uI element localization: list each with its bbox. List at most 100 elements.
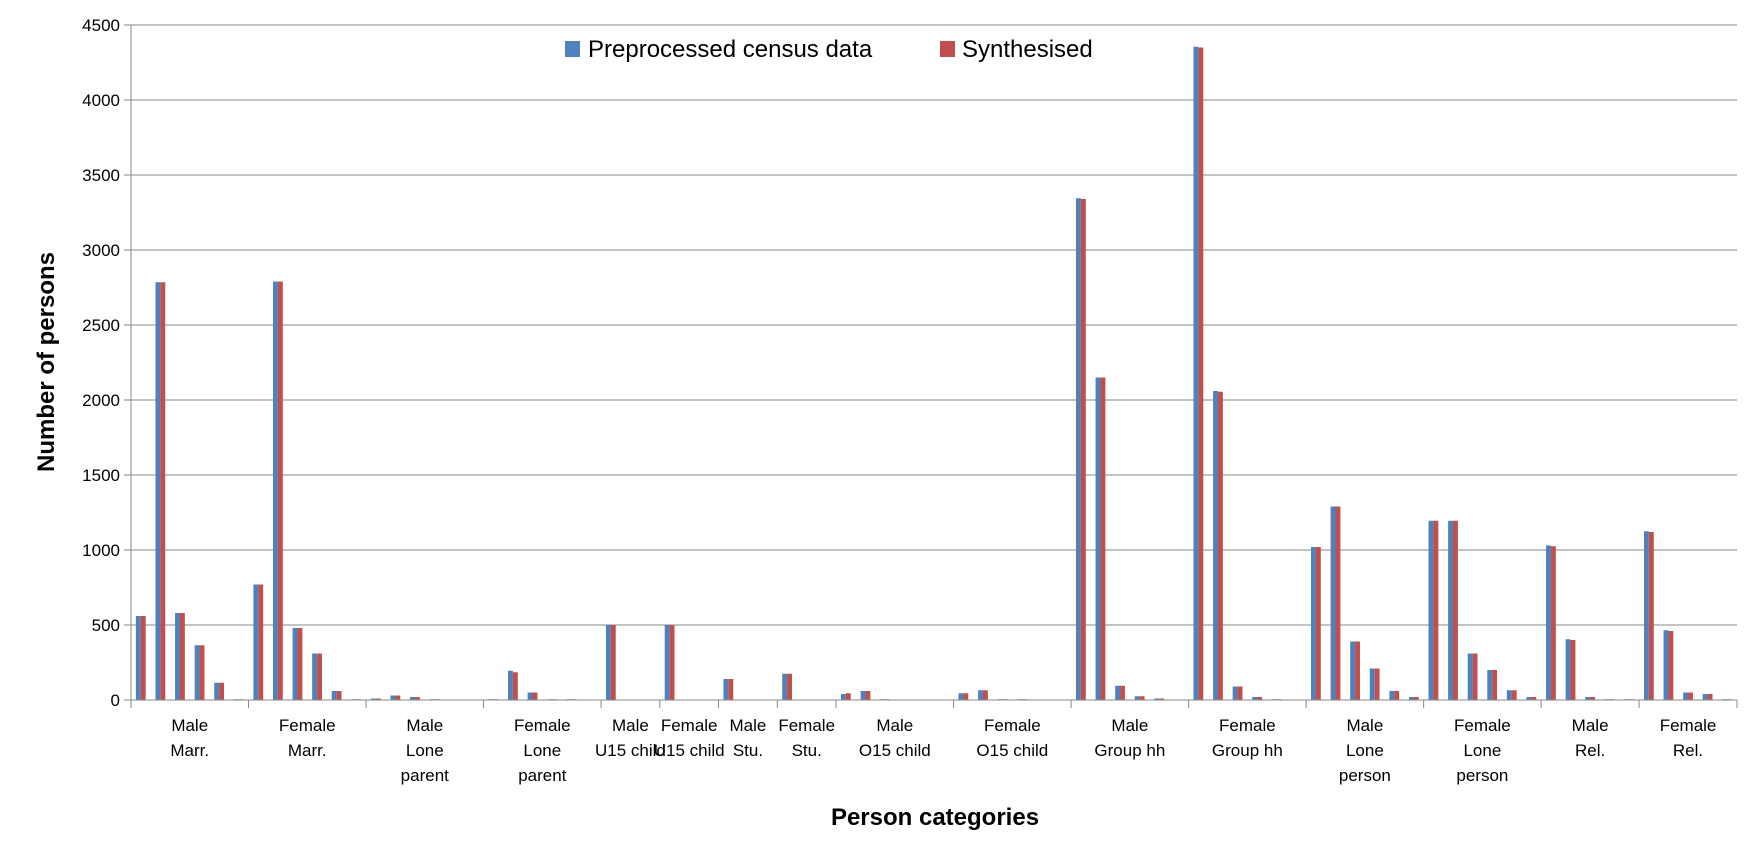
category-label: Male xyxy=(730,716,767,735)
category-label: Stu. xyxy=(733,741,763,760)
category-label: Marr. xyxy=(170,741,209,760)
legend-swatch-preprocessed xyxy=(565,41,580,57)
bar-synthesised xyxy=(1531,697,1537,700)
bar-synthesised xyxy=(728,679,734,700)
bar-preprocessed xyxy=(1408,697,1414,700)
bar-synthesised xyxy=(1648,532,1654,700)
bar-preprocessed xyxy=(410,697,415,700)
bar-synthesised xyxy=(1550,546,1556,700)
bar-preprocessed xyxy=(1134,696,1140,700)
bar-preprocessed xyxy=(175,613,180,700)
bar-synthesised xyxy=(1472,653,1478,700)
bar-preprocessed xyxy=(1252,697,1258,700)
bar-preprocessed xyxy=(155,282,161,700)
category-label: Male xyxy=(1572,716,1609,735)
bar-preprocessed xyxy=(958,693,964,700)
bar-synthesised xyxy=(1120,685,1125,700)
bar-synthesised xyxy=(1355,641,1360,700)
category-label: Female xyxy=(1660,716,1717,735)
bar-synthesised xyxy=(1668,631,1674,700)
category-label: Rel. xyxy=(1673,741,1703,760)
bar-preprocessed xyxy=(331,691,337,700)
bar-preprocessed xyxy=(272,281,278,700)
bar-synthesised xyxy=(1492,670,1498,700)
y-tick-label: 1500 xyxy=(82,466,120,485)
bar-synthesised xyxy=(1257,697,1263,700)
y-tick-label: 4000 xyxy=(82,91,120,110)
bar-synthesised xyxy=(258,584,264,700)
category-label: Female xyxy=(778,716,835,735)
category-label: U15 child xyxy=(595,741,666,760)
y-axis-title: Number of persons xyxy=(33,252,60,472)
bar-synthesised xyxy=(1080,199,1086,700)
bar-synthesised xyxy=(1374,668,1380,700)
bar-preprocessed xyxy=(1565,639,1571,700)
bar-synthesised xyxy=(1100,377,1106,700)
category-label: O15 child xyxy=(976,741,1048,760)
bar-synthesised xyxy=(297,628,303,700)
bar-preprocessed xyxy=(860,691,866,700)
bar-preprocessed xyxy=(1546,545,1551,700)
bar-synthesised xyxy=(610,625,616,700)
category-label: Male xyxy=(171,716,208,735)
category-label: Lone xyxy=(1463,741,1501,760)
legend: Preprocessed census data Synthesised xyxy=(565,36,1093,63)
axes xyxy=(130,25,1737,701)
bar-preprocessed xyxy=(508,670,513,700)
legend-swatch-synthesised xyxy=(940,41,955,57)
bar-synthesised xyxy=(317,653,322,700)
category-label: O15 child xyxy=(859,741,931,760)
bar-preprocessed xyxy=(1232,686,1238,700)
bar-preprocessed xyxy=(664,625,670,700)
bar-synthesised xyxy=(787,673,793,700)
bar-preprocessed xyxy=(1643,531,1649,700)
category-labels: Male Marr. Female Marr. Male Lone parent Female… xyxy=(130,700,1738,785)
bar-synthesised xyxy=(1159,698,1165,700)
bar-synthesised xyxy=(160,282,166,700)
bar-synthesised xyxy=(1433,520,1439,700)
category-label: Male xyxy=(612,716,649,735)
category-label: Female xyxy=(279,716,336,735)
bar-preprocessed xyxy=(292,628,298,700)
bar-preprocessed xyxy=(1585,697,1591,700)
bar-synthesised xyxy=(669,625,675,700)
category-label: Female xyxy=(661,716,718,735)
bar-preprocessed xyxy=(1330,506,1336,700)
bar-preprocessed xyxy=(1095,377,1101,700)
bar-synthesised xyxy=(199,645,205,700)
y-tick-label: 2500 xyxy=(82,316,120,335)
bar-synthesised xyxy=(865,691,871,700)
bar-synthesised xyxy=(1688,692,1693,700)
category-label: Male xyxy=(1111,716,1148,735)
category-label: Male xyxy=(406,716,443,735)
bar-synthesised xyxy=(963,693,969,700)
bar-preprocessed xyxy=(1506,690,1512,700)
category-label: Rel. xyxy=(1575,741,1605,760)
bar-preprocessed xyxy=(253,584,259,700)
category-label: parent xyxy=(518,766,566,785)
y-tick-label: 1000 xyxy=(82,541,120,560)
bar-preprocessed xyxy=(1683,692,1689,700)
category-label: Stu. xyxy=(792,741,822,760)
bar-synthesised xyxy=(1394,691,1400,700)
y-tick-label: 500 xyxy=(92,616,120,635)
bar-preprocessed xyxy=(1350,641,1356,700)
bar-synthesised xyxy=(512,672,518,700)
bar-preprocessed xyxy=(1663,630,1669,700)
bar-preprocessed xyxy=(978,690,983,700)
bar-synthesised xyxy=(336,691,342,700)
bar-synthesised xyxy=(1453,520,1458,700)
bar-preprocessed xyxy=(1311,547,1316,700)
bar-synthesised xyxy=(140,616,146,700)
y-tick-label: 4500 xyxy=(82,16,120,35)
bar-preprocessed xyxy=(1213,391,1218,700)
bar-synthesised xyxy=(1570,640,1576,700)
bar-preprocessed xyxy=(194,645,200,700)
bar-preprocessed xyxy=(723,679,729,700)
y-tick-labels: 0 500 1000 1500 2000 2500 3000 3500 4000 4500 xyxy=(82,16,120,710)
category-label: parent xyxy=(401,766,449,785)
bar-synthesised xyxy=(375,698,381,700)
bar-preprocessed xyxy=(1428,520,1434,700)
